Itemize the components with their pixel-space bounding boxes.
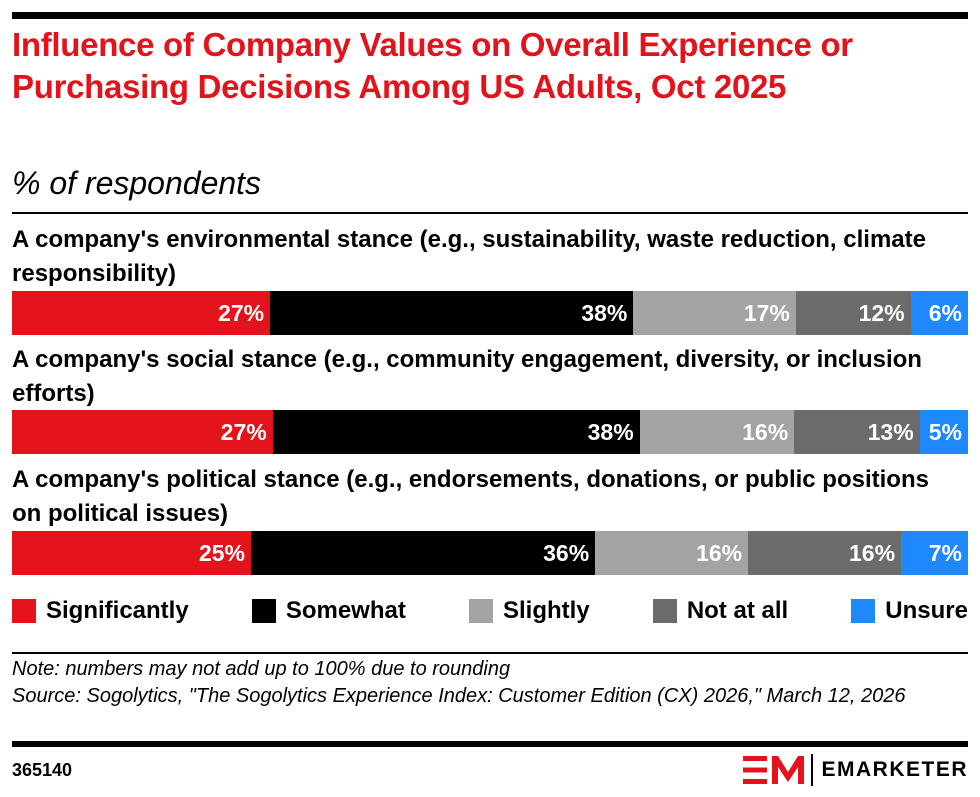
data-label: 16% — [849, 539, 896, 566]
legend-item: Significantly — [12, 597, 189, 625]
chart-legend: Significantly Somewhat Slightly Not at all U… — [12, 596, 968, 626]
data-label: 13% — [867, 418, 914, 445]
data-label: 36% — [543, 539, 590, 566]
legend-label: Slightly — [503, 597, 590, 624]
data-label: 12% — [858, 299, 905, 326]
bar-segment: 12% — [795, 291, 911, 335]
source-text: Source: Sogolytics, "The Sogolytics Expe… — [12, 685, 906, 707]
title-divider — [12, 212, 968, 214]
bar-segment: 27% — [12, 410, 273, 454]
bar-segment: 25% — [12, 531, 251, 575]
bar-segment: 7% — [901, 531, 968, 575]
note-text: Note: numbers may not add up to 100% due… — [12, 658, 511, 680]
legend-swatch — [251, 599, 276, 623]
legend-item: Somewhat — [251, 597, 406, 625]
data-label: 5% — [928, 418, 962, 445]
footer-rule — [12, 741, 968, 747]
bar-segment: 17% — [633, 291, 796, 335]
legend-swatch — [851, 599, 876, 623]
chart-subtitle: % of respondents — [12, 165, 262, 201]
category-label: A company's political stance (e.g., endo… — [12, 466, 929, 527]
legend-swatch — [469, 599, 493, 623]
chart-title: Influence of Company Values on Overall E… — [12, 26, 853, 105]
bar-segment: 16% — [639, 410, 795, 454]
brand: EMARKETER — [743, 752, 968, 788]
bar-row: 27% 38% 16% 13% 5% — [12, 410, 968, 454]
data-label: 7% — [928, 539, 962, 566]
legend-item: Unsure — [851, 597, 968, 625]
data-label: 16% — [696, 539, 743, 566]
data-label: 38% — [587, 418, 634, 445]
legend-swatch — [12, 599, 36, 623]
brand-divider — [811, 754, 814, 786]
top-rule — [12, 12, 968, 19]
legend-label: Not at all — [686, 597, 789, 624]
bar-segment: 38% — [272, 410, 640, 454]
bar-segment: 16% — [748, 531, 902, 575]
data-label: 25% — [198, 539, 245, 566]
bar-row: 25% 36% 16% 16% 7% — [12, 531, 968, 575]
legend-swatch — [652, 599, 677, 623]
data-label: 38% — [581, 299, 628, 326]
bar-row: 27% 38% 17% 12% 6% — [12, 291, 968, 335]
legend-label: Somewhat — [285, 597, 406, 624]
legend-label: Significantly — [46, 597, 189, 624]
chart-notes: Note: numbers may not add up to 100% due… — [12, 656, 962, 710]
data-label: 27% — [218, 299, 265, 326]
legend-item: Not at all — [652, 597, 789, 625]
legend-item: Slightly — [469, 597, 590, 625]
bar-segment: 13% — [794, 410, 920, 454]
chart-id: 365140 — [12, 760, 73, 780]
bar-segment: 16% — [595, 531, 749, 575]
bar-segment: 6% — [910, 291, 968, 335]
category-label: A company's social stance (e.g., communi… — [12, 346, 922, 407]
legend-label: Unsure — [885, 597, 968, 624]
data-label: 27% — [220, 418, 267, 445]
data-label: 6% — [928, 299, 962, 326]
category-label: A company's environmental stance (e.g., … — [12, 226, 926, 287]
em-logo-icon — [743, 756, 805, 784]
bar-segment: 36% — [251, 531, 596, 575]
data-label: 16% — [742, 418, 789, 445]
bar-segment: 27% — [12, 291, 271, 335]
brand-name: EMARKETER — [821, 758, 968, 781]
bar-segment: 5% — [919, 410, 968, 454]
data-label: 17% — [743, 299, 790, 326]
bar-segment: 38% — [270, 291, 634, 335]
notes-divider — [12, 652, 968, 654]
